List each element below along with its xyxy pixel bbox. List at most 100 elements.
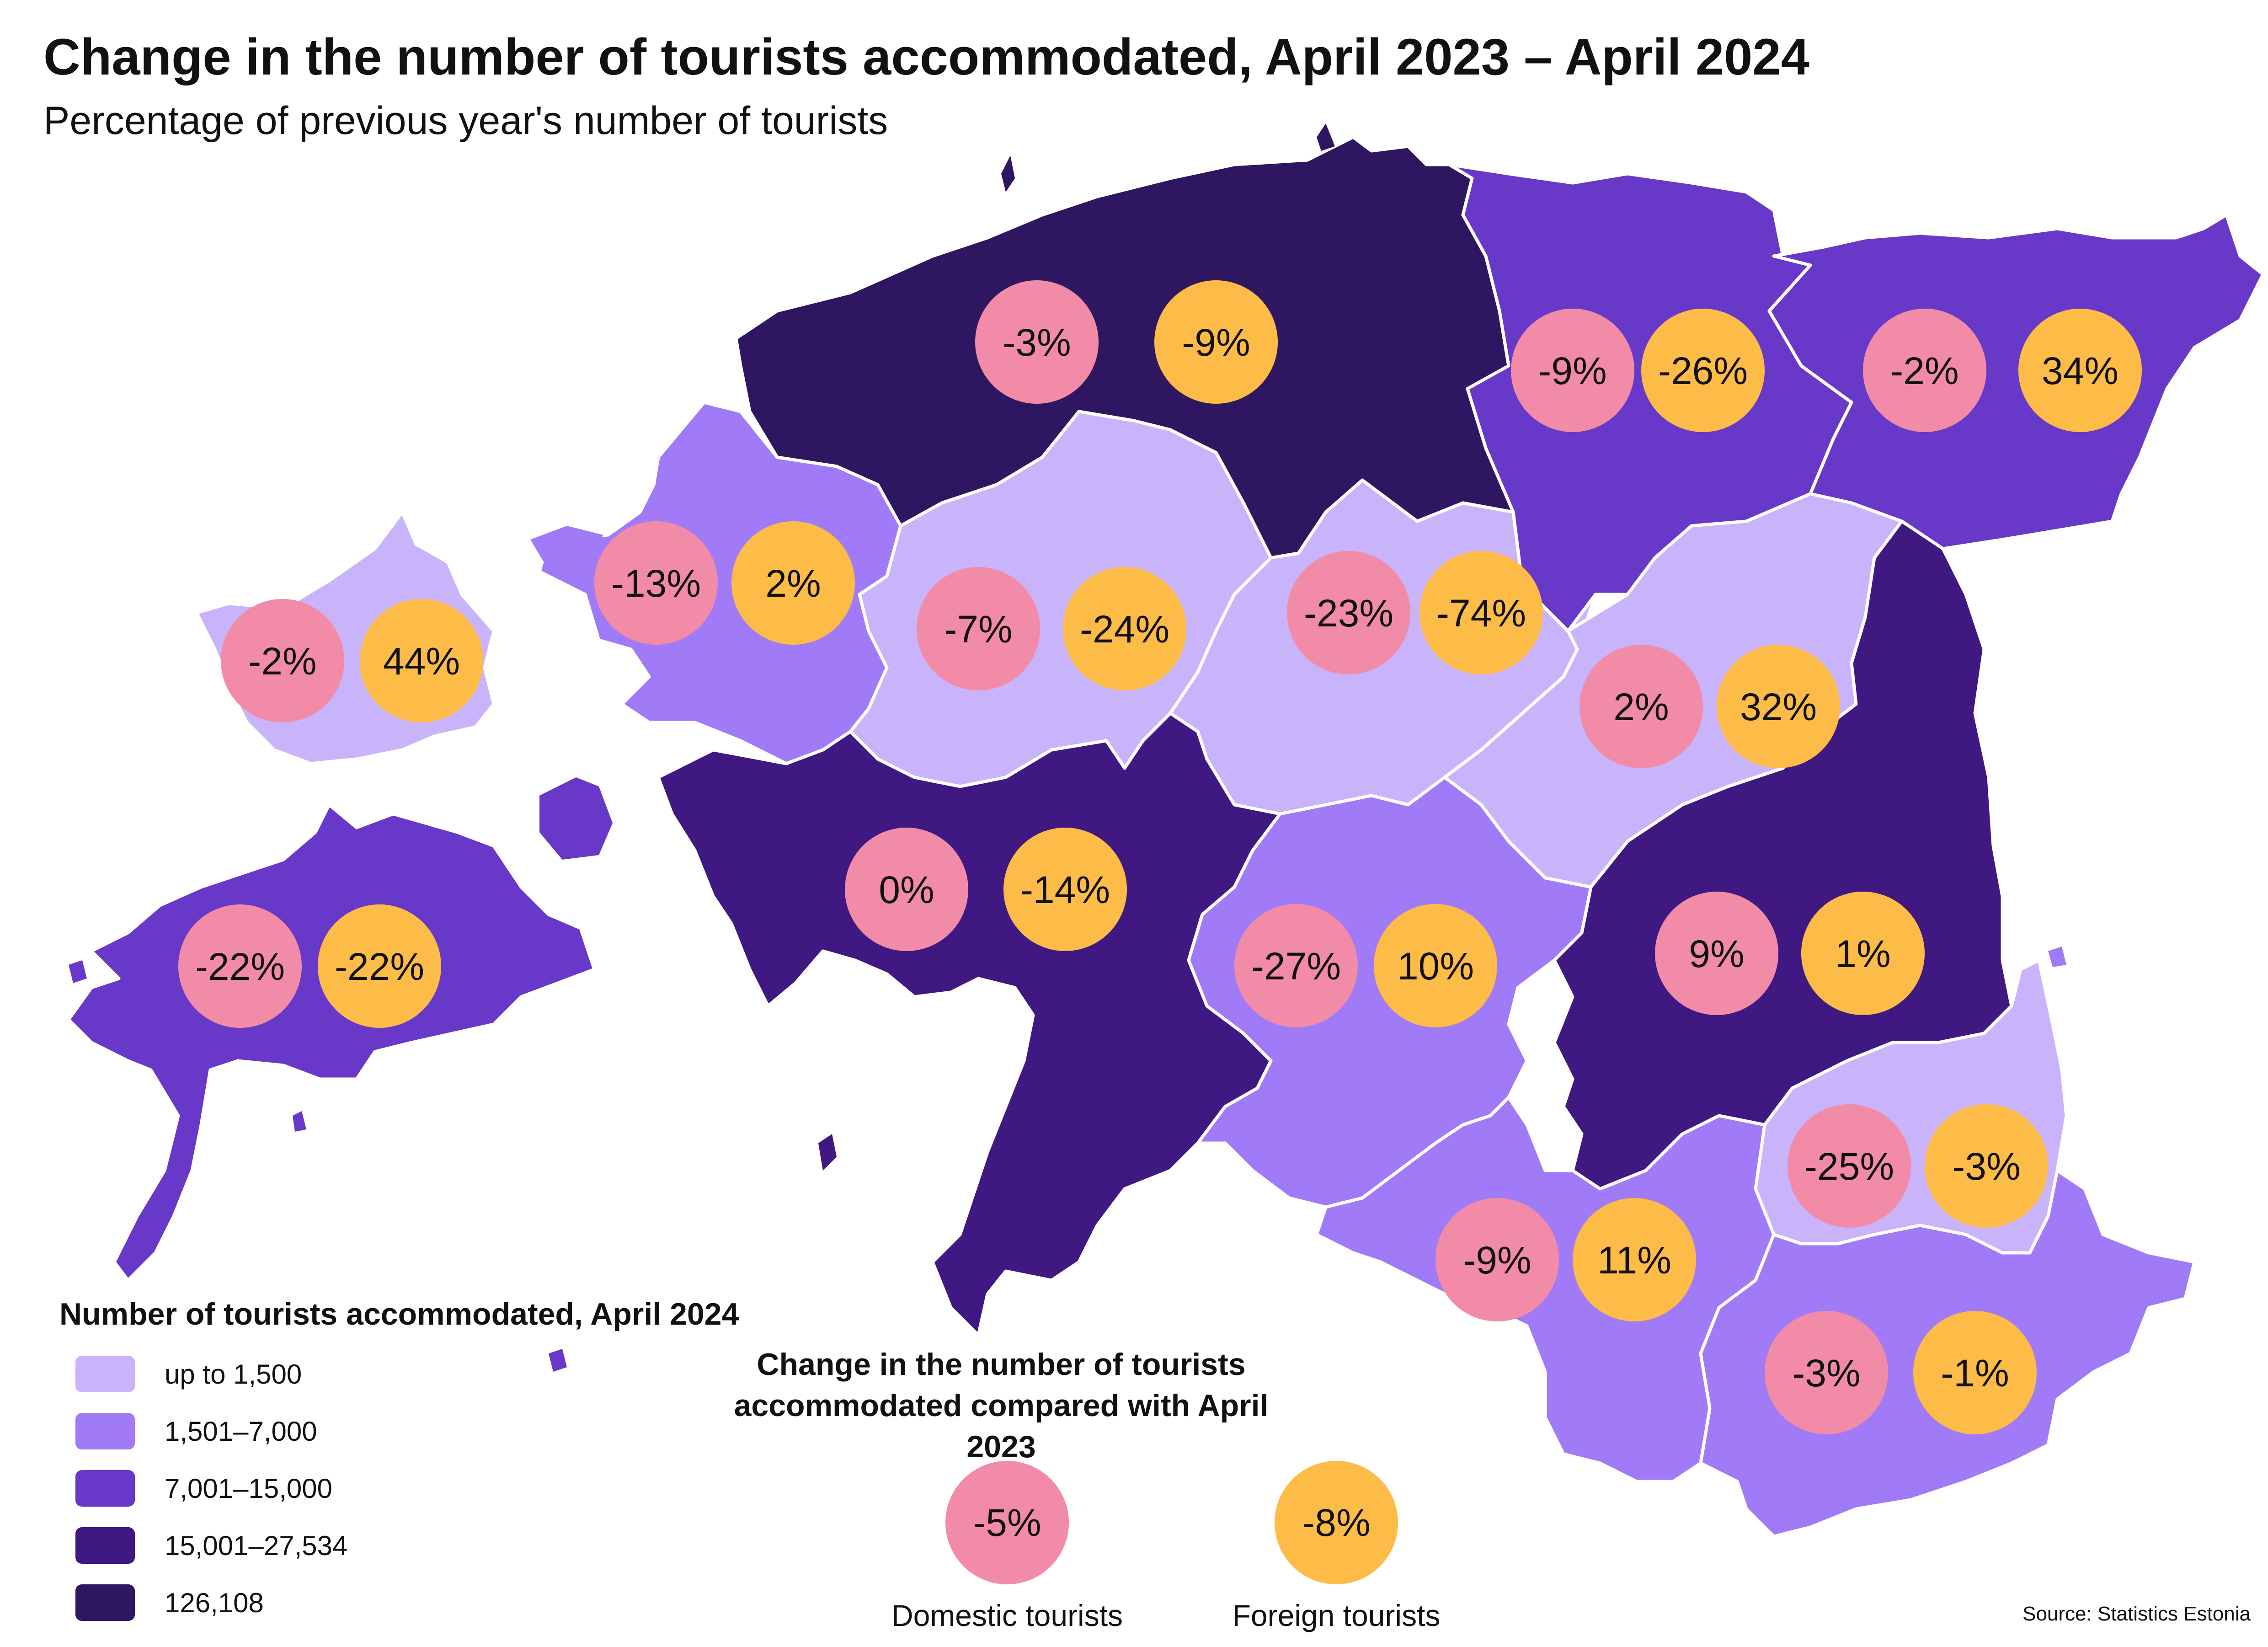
domestic-value: -7% — [944, 608, 1012, 651]
island-vormsi — [530, 526, 603, 562]
domestic-value: -13% — [611, 562, 701, 605]
domestic-bubble — [975, 280, 1099, 404]
legend-label: 7,001–15,000 — [165, 1473, 333, 1504]
domestic-value: -3% — [1792, 1352, 1860, 1395]
foreign-value: -26% — [1658, 349, 1748, 392]
bubble-pair-polva: -25% -3% — [1788, 1104, 2048, 1228]
foreign-bubble — [1374, 904, 1497, 1027]
legend-item-7001-15000: 7,001–15,000 — [75, 1468, 332, 1509]
domestic-key-value: -5% — [973, 1501, 1041, 1544]
legend-swatch — [75, 1527, 135, 1564]
domestic-value: -22% — [195, 945, 285, 988]
domestic-bubble — [845, 828, 968, 951]
change-key-title-line2: accommodated compared with April 2023 — [734, 1388, 1269, 1464]
domestic-bubble — [1511, 309, 1634, 432]
island-muhu — [539, 777, 613, 860]
foreign-value: 2% — [765, 562, 821, 605]
foreign-bubble — [731, 521, 855, 645]
legend-item-15001-27534: 15,001–27,534 — [75, 1525, 347, 1566]
domestic-bubble — [1655, 892, 1778, 1015]
domestic-value: -9% — [1463, 1239, 1531, 1282]
foreign-value: 1% — [1835, 932, 1890, 975]
legend-swatch — [75, 1470, 135, 1507]
county-ida-viru — [1767, 213, 2265, 551]
legend-item-126108: 126,108 — [75, 1582, 264, 1623]
legend-title: Number of tourists accommodated, April 2… — [59, 1297, 739, 1332]
change-key-title: Change in the number of tourists accommo… — [722, 1344, 1280, 1467]
legend-label: up to 1,500 — [165, 1358, 302, 1390]
domestic-bubble — [1580, 645, 1703, 768]
island-aegna — [1317, 123, 1335, 151]
foreign-bubble — [1420, 551, 1543, 674]
domestic-bubble — [1287, 551, 1410, 674]
foreign-value: -74% — [1436, 592, 1526, 635]
foreign-value: -24% — [1080, 608, 1169, 651]
domestic-key-label: Domestic tourists — [891, 1599, 1123, 1632]
domestic-value: -9% — [1538, 349, 1606, 392]
bubble-pair-parnu: 0% -14% — [845, 828, 1127, 951]
legend-item-up-to-1500: up to 1,500 — [75, 1353, 302, 1395]
domestic-bubble — [1788, 1104, 1911, 1228]
island-ruhnu — [549, 1349, 567, 1372]
legend-swatch — [75, 1413, 135, 1449]
island-prangli — [1001, 155, 1015, 192]
bubble-pair-laane-viru: -9% -26% — [1511, 309, 1765, 432]
foreign-value: -22% — [335, 945, 424, 988]
foreign-value: 10% — [1397, 945, 1474, 988]
domestic-bubble — [1863, 309, 1986, 432]
domestic-value: 0% — [879, 868, 934, 911]
domestic-value: -23% — [1304, 592, 1393, 635]
foreign-bubble — [1573, 1198, 1696, 1321]
domestic-value: -27% — [1251, 945, 1341, 988]
foreign-bubble — [1063, 567, 1186, 690]
foreign-bubble — [1913, 1311, 2037, 1434]
bubble-pair-ida-viru: -2% 34% — [1863, 309, 2142, 432]
foreign-value: -9% — [1182, 321, 1250, 364]
domestic-key-bubble: -5% — [945, 1461, 1069, 1584]
domestic-value: 9% — [1689, 932, 1744, 975]
domestic-bubble — [221, 599, 344, 722]
source-note: Source: Statistics Estonia — [2023, 1603, 2251, 1625]
domestic-value: 2% — [1613, 685, 1669, 728]
domestic-bubble — [1765, 1311, 1888, 1434]
foreign-bubble — [1154, 280, 1278, 404]
bubble-pair-hiiu: -2% 44% — [221, 599, 483, 722]
bubble-pair-jogeva: 2% 32% — [1580, 645, 1840, 768]
domestic-value: -25% — [1804, 1145, 1894, 1188]
island-piirissaar — [2048, 946, 2066, 967]
foreign-value: 32% — [1740, 685, 1817, 728]
foreign-key-label: Foreign tourists — [1232, 1599, 1441, 1632]
foreign-bubble — [1925, 1104, 2048, 1228]
foreign-value: 11% — [1597, 1239, 1671, 1282]
foreign-bubble — [1641, 309, 1765, 432]
bubble-pair-voru: -3% -1% — [1765, 1311, 2037, 1434]
bubble-pair-harju: -3% -9% — [975, 280, 1278, 404]
island-vilsandi — [69, 960, 87, 983]
bubble-pair-valga: -9% 11% — [1436, 1198, 1696, 1321]
bubble-pair-laane: -13% 2% — [594, 521, 855, 645]
foreign-bubble — [1717, 645, 1840, 768]
foreign-bubble — [1801, 892, 1925, 1015]
foreign-value: -1% — [1941, 1352, 2009, 1395]
foreign-value: -14% — [1020, 868, 1110, 911]
map-subtitle: Percentage of previous year's number of … — [43, 99, 888, 143]
domestic-bubble — [1234, 904, 1358, 1027]
change-key-title-line1: Change in the number of tourists — [757, 1347, 1246, 1382]
bubble-pair-saare: -22% -22% — [178, 904, 441, 1028]
foreign-key-bubble: -8% — [1275, 1461, 1398, 1584]
domestic-value: -2% — [1890, 349, 1958, 392]
foreign-bubble — [1003, 828, 1127, 951]
legend-label: 15,001–27,534 — [165, 1530, 348, 1561]
foreign-value: 34% — [2042, 349, 2119, 392]
domestic-bubble — [178, 904, 302, 1028]
bubble-pair-tartu: 9% 1% — [1655, 892, 1925, 1015]
legend-item-1501-7000: 1,501–7,000 — [75, 1411, 317, 1452]
foreign-bubble — [2018, 309, 2142, 432]
legend-label: 1,501–7,000 — [165, 1416, 317, 1447]
legend-label: 126,108 — [165, 1587, 264, 1618]
foreign-value: -3% — [1952, 1145, 2020, 1188]
county-saare — [67, 803, 596, 1282]
legend-swatch — [75, 1584, 135, 1621]
bubble-pair-rapla: -7% -24% — [917, 567, 1186, 690]
